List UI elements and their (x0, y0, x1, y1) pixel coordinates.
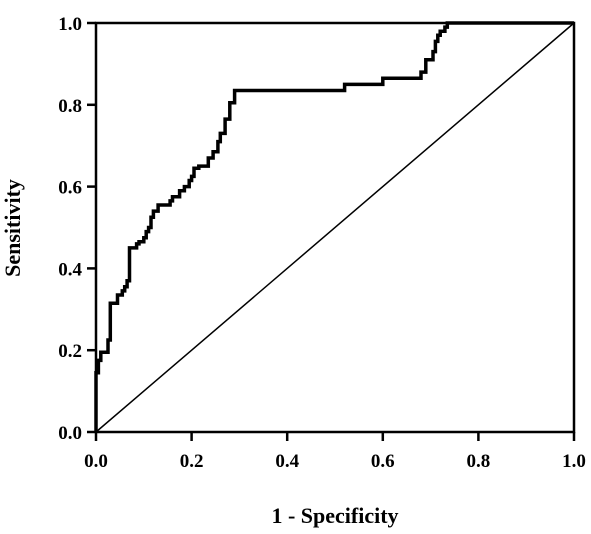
plot-frame (94, 21, 576, 434)
y-axis-title: Sensitivity (0, 179, 25, 277)
x-tick-label: 0.6 (371, 451, 395, 472)
x-tick-label: 1.0 (562, 451, 586, 472)
y-tick-label: 0.4 (58, 259, 82, 280)
x-tick-label: 0.8 (467, 451, 491, 472)
y-tick-label: 1.0 (58, 14, 82, 35)
x-tick-label: 0.2 (180, 451, 204, 472)
x-tick-label: 0.0 (84, 451, 108, 472)
roc-curve-line (94, 21, 574, 432)
series-layer (94, 21, 575, 433)
tick-labels: 0.0 0.2 0.4 0.6 0.8 1.0 0.0 0.2 0.4 0.6 0.8 1.0 (58, 14, 586, 472)
y-tick-label: 0.2 (58, 341, 82, 362)
y-tick-label: 0.8 (58, 96, 82, 117)
y-tick-label: 0.6 (58, 178, 82, 199)
y-tick-label: 0.0 (58, 423, 82, 444)
axis-ticks (87, 21, 576, 441)
reference-diagonal-line (95, 22, 575, 433)
x-tick-label: 0.4 (275, 451, 299, 472)
x-axis-title: 1 - Specificity (271, 503, 398, 528)
